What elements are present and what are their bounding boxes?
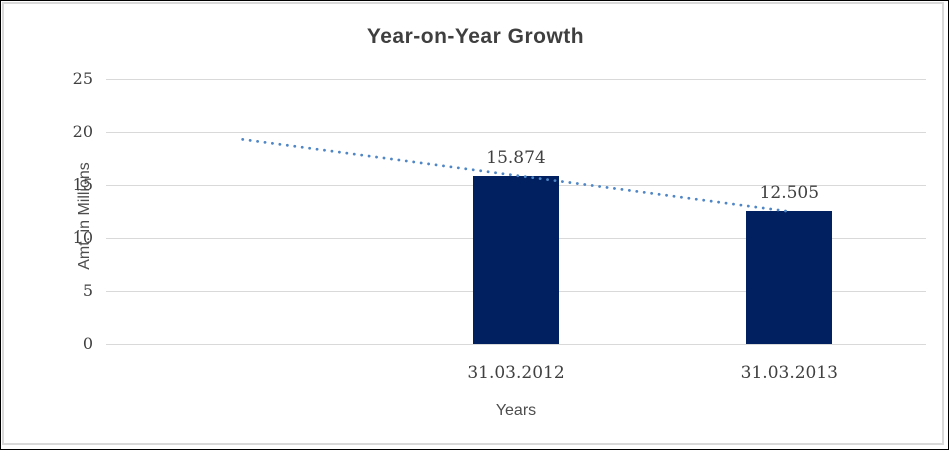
bar xyxy=(473,175,559,344)
y-tick-label: 10 xyxy=(72,228,93,247)
x-tick-label: 31.03.2012 xyxy=(467,363,565,383)
x-axis-title: Years xyxy=(495,402,537,419)
bar xyxy=(746,211,833,344)
gridline xyxy=(106,79,926,80)
y-tick-label: 5 xyxy=(82,281,93,300)
y-tick-label: 20 xyxy=(72,122,93,141)
x-tick-label: 31.03.2013 xyxy=(740,363,838,383)
y-tick-label: 15 xyxy=(72,175,93,194)
y-tick-label: 25 xyxy=(72,69,93,88)
gridline xyxy=(106,344,926,345)
y-tick-label: 0 xyxy=(82,334,93,353)
gridline xyxy=(106,132,926,133)
bar-data-label: 12.505 xyxy=(759,183,820,204)
chart-title: Year-on-Year Growth xyxy=(366,25,585,48)
bar-data-label: 15.874 xyxy=(486,147,546,168)
